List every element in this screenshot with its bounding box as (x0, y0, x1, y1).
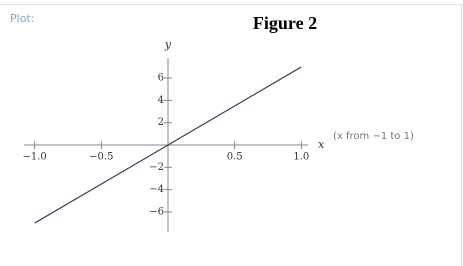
chart-title: Figure 2 (253, 13, 317, 33)
x-tick-label: 0.5 (227, 152, 243, 163)
x-tick-label: −0.5 (89, 152, 113, 163)
y-axis-label: y (164, 38, 172, 51)
annotation: (x from −1 to 1) (333, 131, 414, 142)
x-tick-label: −1.0 (23, 152, 47, 163)
pod-label: Plot: (10, 12, 34, 25)
y-tick-label: 4 (158, 95, 164, 106)
x-axis-label: x (318, 138, 325, 151)
x-tick-label: 1.0 (293, 152, 309, 163)
y-tick-label: 2 (158, 117, 164, 128)
y-tick-label: −4 (149, 184, 164, 195)
y-tick-label: 6 (158, 73, 164, 84)
y-tick-label: −2 (149, 162, 164, 173)
data-line (34, 66, 302, 224)
y-tick-label: −6 (149, 206, 164, 217)
